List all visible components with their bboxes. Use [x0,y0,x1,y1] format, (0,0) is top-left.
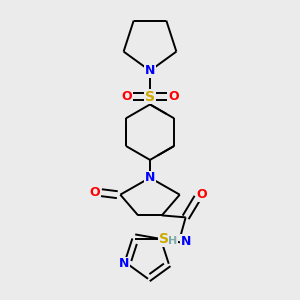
Text: N: N [181,235,191,248]
Text: N: N [119,257,130,270]
Text: O: O [89,186,100,199]
Text: S: S [145,89,155,103]
Text: O: O [169,90,179,103]
Text: N: N [145,64,155,77]
Text: S: S [159,232,169,246]
Text: H: H [168,236,177,246]
Text: O: O [121,90,131,103]
Text: O: O [196,188,207,201]
Text: N: N [145,171,155,184]
